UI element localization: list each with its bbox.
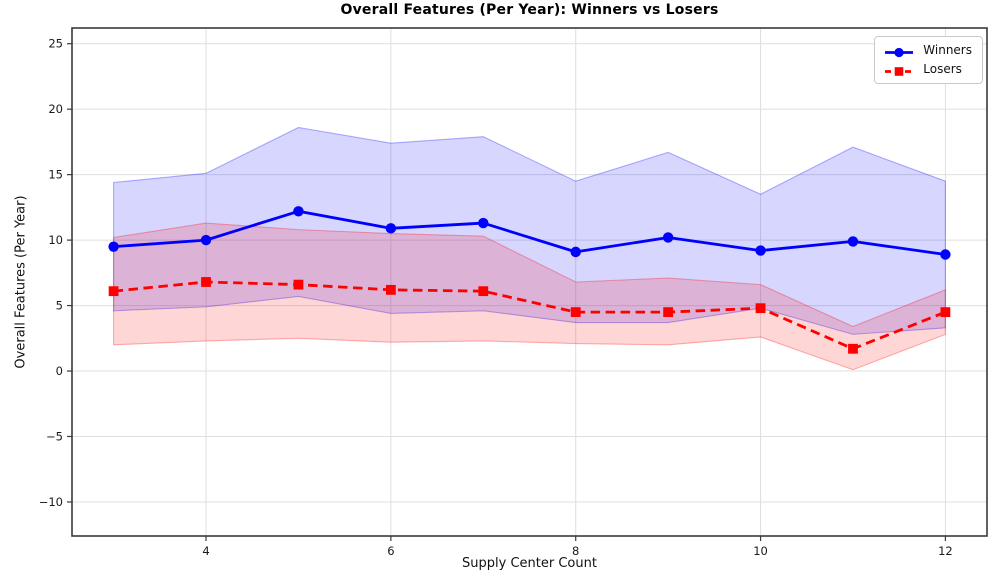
x-tick-label: 10 bbox=[753, 544, 768, 558]
x-tick-label: 8 bbox=[572, 544, 579, 558]
winners-marker bbox=[570, 246, 581, 258]
winners-marker bbox=[385, 223, 397, 234]
losers-marker bbox=[478, 286, 489, 297]
winners-swatch-icon bbox=[885, 47, 914, 58]
y-tick-label: 15 bbox=[48, 168, 63, 182]
plot-border bbox=[71, 27, 988, 537]
winners-marker bbox=[200, 234, 212, 246]
y-tick-label: 25 bbox=[48, 37, 63, 51]
y-tick-label: −5 bbox=[46, 429, 63, 443]
winners-line-marker-icon bbox=[884, 44, 914, 58]
x-tick-label: 6 bbox=[387, 544, 394, 558]
x-tick-label: 4 bbox=[202, 544, 209, 558]
losers-line bbox=[113, 280, 946, 351]
winners-marker bbox=[755, 245, 766, 256]
losers-marker bbox=[293, 279, 304, 290]
losers-swatch-icon bbox=[885, 67, 914, 76]
losers-band bbox=[113, 222, 946, 371]
winners-marker bbox=[940, 249, 951, 260]
losers-marker bbox=[848, 343, 858, 354]
y-tick-label: −10 bbox=[39, 495, 63, 509]
winners-marker bbox=[108, 241, 119, 252]
losers-marker bbox=[108, 286, 119, 297]
losers-marker bbox=[940, 307, 951, 318]
y-tick-label: 10 bbox=[48, 233, 63, 247]
x-axis-label: Supply Center Count bbox=[462, 556, 597, 571]
losers-marker bbox=[385, 284, 396, 295]
winners-band bbox=[113, 126, 946, 335]
winners-marker bbox=[662, 232, 674, 243]
losers-marker bbox=[755, 303, 766, 314]
y-tick-label: 0 bbox=[56, 364, 63, 378]
y-axis-label: Overall Features (Per Year) bbox=[13, 195, 29, 369]
y-tick-label: 5 bbox=[56, 299, 63, 313]
winners-line bbox=[113, 209, 946, 256]
legend-label-winners: Winners bbox=[923, 43, 972, 57]
losers-marker bbox=[201, 277, 211, 287]
winners-marker bbox=[478, 217, 489, 229]
y-tick-label: 20 bbox=[48, 102, 63, 116]
legend-item-losers: Losers bbox=[884, 63, 972, 76]
losers-marker bbox=[570, 307, 581, 318]
chart-title: Overall Features (Per Year): Winners vs … bbox=[340, 2, 719, 18]
legend-item-winners: Winners bbox=[884, 43, 972, 58]
losers-line-marker-icon bbox=[884, 63, 914, 76]
winners-marker bbox=[847, 236, 859, 247]
legend: Winners Losers bbox=[874, 36, 983, 84]
legend-label-losers: Losers bbox=[923, 62, 962, 76]
winners-marker bbox=[293, 206, 304, 217]
losers-marker bbox=[663, 307, 674, 318]
x-tick-label: 12 bbox=[938, 544, 953, 558]
